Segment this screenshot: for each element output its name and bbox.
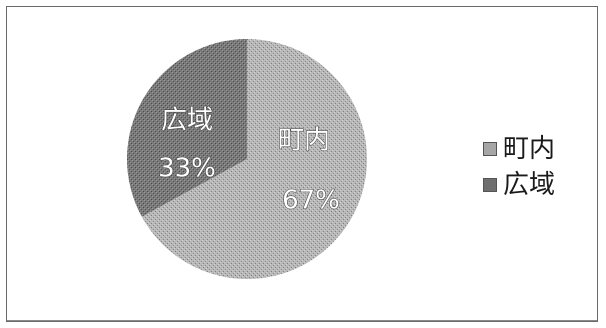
legend-swatch-chonai <box>483 142 497 156</box>
legend-item-koiki: 広域 <box>483 167 555 203</box>
legend-label-koiki: 広域 <box>503 167 555 203</box>
slice-label-koiki-value: 33% <box>158 154 216 184</box>
legend-label-chonai: 町内 <box>503 131 555 167</box>
slice-label-chonai-name: 町内 <box>278 126 330 156</box>
legend-swatch-koiki <box>483 178 497 192</box>
legend: 町内 広域 <box>483 131 555 203</box>
slice-label-chonai-value: 67% <box>282 186 340 216</box>
legend-item-chonai: 町内 <box>483 131 555 167</box>
chart-frame: 町内 67% 広域 33% 町内 広域 <box>6 6 598 322</box>
slice-label-koiki-name: 広域 <box>161 106 213 136</box>
